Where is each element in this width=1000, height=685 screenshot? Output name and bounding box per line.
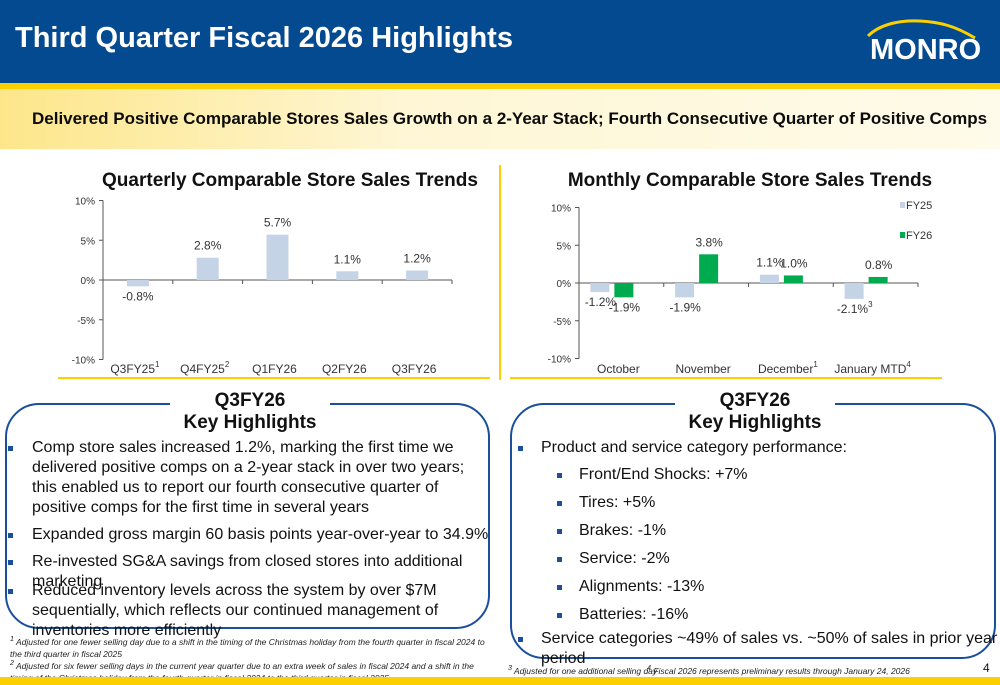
- monro-logo: MONRO: [860, 16, 985, 76]
- data-label: 3.8%: [695, 235, 723, 249]
- x-tick-label: October: [597, 362, 640, 376]
- data-label: 1.0%: [780, 256, 808, 270]
- legend-label: FY26: [906, 230, 932, 242]
- data-label: -1.2%: [585, 295, 617, 309]
- right-bullet: Front/End Shocks: +7%: [579, 466, 748, 483]
- left-bullet: Reduced inventory levels across the syst…: [32, 582, 439, 639]
- bar-fy25: [675, 283, 695, 298]
- left-bullet: Comp store sales increased 1.2%, marking…: [32, 439, 465, 516]
- left-bullet: Expanded gross margin 60 basis points ye…: [32, 526, 489, 543]
- y-tick-label: 0%: [557, 279, 572, 290]
- legend-label: FY25: [906, 200, 932, 212]
- accent-bar: [0, 83, 1000, 89]
- bar-fy25: [590, 283, 610, 293]
- monthly-chart-title: Monthly Comparable Store Sales Trends: [567, 170, 933, 191]
- bar: [336, 271, 359, 280]
- bullet-icon: [8, 446, 13, 451]
- right-bullet: Service categories ~49% of sales vs. ~50…: [541, 630, 998, 667]
- right-bullet: Service: -2%: [579, 550, 670, 567]
- data-label: -1.9%: [669, 300, 701, 314]
- divider: [58, 377, 490, 379]
- data-label: 1.1%: [756, 256, 784, 270]
- logo-text: MONRO: [870, 34, 982, 66]
- legend-swatch: [900, 202, 905, 208]
- data-label: -2.1%3: [837, 300, 873, 316]
- bar-fy26: [868, 276, 888, 283]
- x-tick-label: November: [675, 362, 730, 376]
- x-tick-label: Q2FY26: [322, 362, 367, 376]
- subtitle: Delivered Positive Comparable Stores Sal…: [32, 109, 988, 128]
- bullet-icon: [557, 529, 562, 534]
- header-bar: Third Quarter Fiscal 2026 Highlights MON…: [0, 0, 1000, 83]
- quarterly-chart-title: Quarterly Comparable Store Sales Trends: [102, 170, 478, 191]
- y-tick-label: -5%: [77, 316, 95, 327]
- right-bullet: Alignments: -13%: [579, 578, 705, 595]
- bar: [196, 257, 219, 280]
- footnote-1: 1 Adjusted for one fewer selling day due…: [10, 635, 485, 659]
- bullet-icon: [8, 560, 13, 565]
- x-tick-label: December1: [758, 360, 818, 376]
- y-tick-label: 10%: [551, 204, 571, 215]
- data-label: 1.2%: [403, 251, 431, 265]
- y-tick-label: 5%: [81, 236, 96, 247]
- bar-fy25: [759, 274, 779, 283]
- y-tick-label: 0%: [81, 276, 96, 287]
- bullet-icon: [557, 557, 562, 562]
- quarterly-chart: 10% 5% 0% -5% -10% -0.8% Q3FY251 2.8% Q4FY252 5.7…: [72, 197, 453, 376]
- y-tick-label: -10%: [548, 355, 571, 366]
- bullet-icon: [557, 473, 562, 478]
- right-bullet: Tires: +5%: [579, 494, 656, 511]
- bar-fy26: [783, 275, 803, 283]
- bar: [406, 270, 429, 280]
- legend-swatch: [900, 232, 905, 238]
- right-bullet: Batteries: -16%: [579, 606, 689, 623]
- right-bullet: Brakes: -1%: [579, 522, 667, 539]
- divider: [510, 377, 942, 379]
- left-box-title: Q3FY26 Key Highlights: [170, 390, 330, 434]
- bar: [266, 234, 289, 280]
- divider: [499, 165, 501, 380]
- bullet-icon: [518, 637, 523, 642]
- footnote-4: 4 Fiscal 2026 represents preliminary res…: [647, 664, 910, 676]
- bullet-icon: [557, 613, 562, 618]
- bar: [126, 280, 149, 287]
- page-number: 4: [983, 661, 990, 675]
- data-label: -0.8%: [122, 289, 154, 303]
- data-label: 0.8%: [865, 258, 893, 272]
- bullet-icon: [518, 446, 523, 451]
- y-tick-label: -10%: [72, 356, 95, 367]
- subtitle-band: Delivered Positive Comparable Stores Sal…: [0, 89, 1000, 149]
- y-tick-label: 10%: [75, 197, 95, 208]
- y-tick-label: 5%: [557, 241, 572, 252]
- bullet-icon: [8, 533, 13, 538]
- car-silhouette-icon: [866, 19, 976, 40]
- x-tick-label: Q1FY26: [252, 362, 297, 376]
- bullet-icon: [557, 501, 562, 506]
- bottom-accent-bar: [0, 677, 1000, 685]
- data-label: -1.9%: [609, 300, 641, 314]
- y-tick-label: -5%: [553, 317, 571, 328]
- x-tick-label: Q4FY252: [180, 360, 230, 376]
- bar-fy26: [699, 254, 719, 283]
- page-title: Third Quarter Fiscal 2026 Highlights: [15, 22, 513, 54]
- bullet-icon: [557, 585, 562, 590]
- data-label: 5.7%: [264, 216, 292, 230]
- left-bullet: Re-invested SG&A savings from closed sto…: [32, 553, 463, 590]
- data-label: 1.1%: [334, 252, 362, 266]
- x-tick-label: January MTD4: [834, 360, 911, 376]
- data-label: 2.8%: [194, 239, 222, 253]
- monthly-chart: 10%5%0%-5%-10%-1.2%-1.9%October-1.9%3.8%…: [548, 200, 933, 376]
- footnote-3: 3 Adjusted for one additional selling da…: [508, 664, 658, 676]
- x-tick-label: Q3FY26: [392, 362, 437, 376]
- bullet-icon: [8, 589, 13, 594]
- x-tick-label: Q3FY251: [110, 360, 160, 376]
- bar-fy26: [614, 283, 634, 298]
- bar-fy25: [844, 283, 864, 299]
- right-box-title: Q3FY26 Key Highlights: [675, 390, 835, 434]
- right-bullet: Product and service category performance…: [541, 439, 847, 456]
